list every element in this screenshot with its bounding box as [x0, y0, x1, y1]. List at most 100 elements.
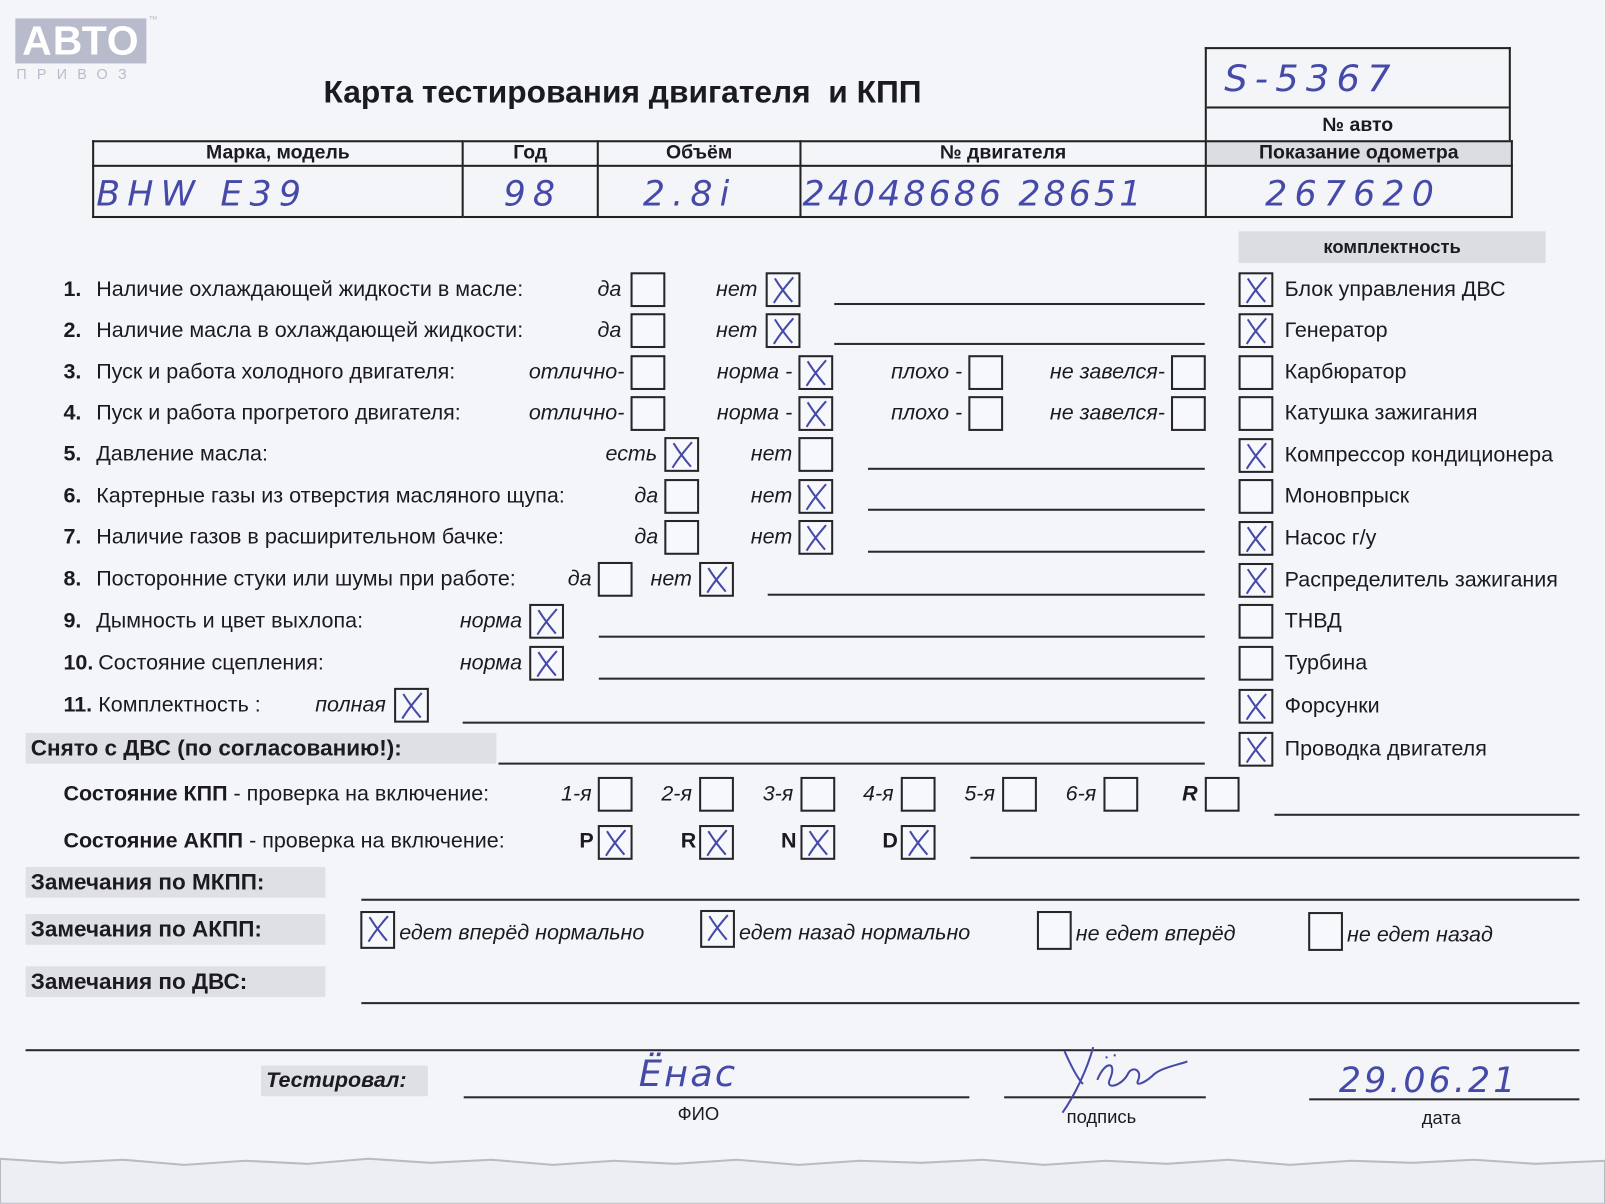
check-8-no-checkbox[interactable] — [699, 561, 734, 597]
check-10-normal-checkbox[interactable] — [529, 645, 565, 681]
check-4-not-started-checkbox[interactable] — [1170, 396, 1206, 431]
manual-gearbox-line[interactable] — [1274, 813, 1580, 816]
check-5-yes-checkbox[interactable] — [664, 437, 700, 472]
notes-line[interactable] — [598, 677, 1205, 680]
akpp-no-reverse-checkbox[interactable] — [1308, 912, 1343, 951]
volume-value: 2.8i — [642, 174, 737, 215]
check-3-excellent-checkbox[interactable] — [630, 355, 666, 390]
name-caption: ФИО — [677, 1103, 720, 1124]
kit-injection-pump-checkbox[interactable] — [1238, 603, 1274, 639]
auto-gearbox-line[interactable] — [970, 856, 1580, 859]
kit-item-label: ТНВД — [1284, 609, 1342, 633]
notes-line[interactable] — [868, 467, 1205, 470]
position-r-checkbox[interactable] — [699, 825, 734, 860]
check-5-label: Давление масла: — [96, 442, 268, 466]
check-4-normal-checkbox[interactable] — [798, 396, 834, 431]
option-label: да — [597, 318, 622, 342]
logo-text: АВТО — [22, 18, 140, 64]
gear-reverse-checkbox[interactable] — [1204, 776, 1240, 812]
gear-label: 4-я — [863, 782, 894, 806]
gear-label: R — [1182, 782, 1198, 806]
gear-5-checkbox[interactable] — [1002, 776, 1037, 812]
removed-label: Снято с ДВС (по согласованию!): — [25, 732, 497, 764]
kit-ecu-checkbox[interactable] — [1238, 272, 1274, 308]
gear-6-checkbox[interactable] — [1103, 776, 1139, 812]
notes-line[interactable] — [834, 342, 1205, 345]
kit-ignition-coil-checkbox[interactable] — [1238, 396, 1274, 431]
position-label: P — [579, 829, 594, 853]
date-line[interactable] — [1309, 1098, 1580, 1101]
signature-image — [1061, 1046, 1188, 1114]
kit-item-label: Генератор — [1284, 318, 1388, 342]
vehicle-table: Марка, модель Год Объём № двигателя Пока… — [92, 140, 1513, 219]
check-4-bad-checkbox[interactable] — [968, 396, 1004, 431]
check-8-yes-checkbox[interactable] — [597, 561, 633, 597]
check-3-bad-checkbox[interactable] — [968, 355, 1004, 390]
check-11-full-checkbox[interactable] — [394, 687, 429, 723]
check-7-no-checkbox[interactable] — [798, 519, 834, 555]
removed-line[interactable] — [498, 762, 1205, 765]
check-3-not-started-checkbox[interactable] — [1170, 355, 1206, 390]
notes-line[interactable] — [868, 508, 1205, 511]
option-label: не завелся- — [1049, 401, 1165, 425]
notes-line[interactable] — [868, 550, 1205, 553]
x-mark-icon — [1245, 736, 1267, 764]
kit-power-steering-pump-checkbox[interactable] — [1238, 521, 1274, 556]
option-label: норма - — [716, 360, 793, 384]
kit-wiring-checkbox[interactable] — [1238, 731, 1274, 767]
akpp-option-label: не едет вперёд — [1075, 922, 1236, 946]
akpp-no-forward-checkbox[interactable] — [1036, 911, 1072, 950]
position-d-checkbox[interactable] — [900, 825, 936, 860]
header-odometer: Показание одометра — [1204, 140, 1513, 167]
kit-item-label: Распределитель зажигания — [1284, 568, 1558, 592]
kit-mono-injection-checkbox[interactable] — [1238, 479, 1274, 514]
kit-item-label: Турбина — [1284, 651, 1368, 675]
gear-2-checkbox[interactable] — [699, 776, 734, 812]
check-1-yes-checkbox[interactable] — [630, 272, 666, 308]
notes-line[interactable] — [767, 593, 1205, 596]
kit-ac-compressor-checkbox[interactable] — [1238, 438, 1274, 473]
check-3-normal-checkbox[interactable] — [798, 355, 834, 390]
make-model-value: BHW E39 — [96, 174, 309, 215]
kit-carburetor-checkbox[interactable] — [1238, 355, 1274, 390]
gear-4-checkbox[interactable] — [900, 776, 936, 812]
option-label: норма — [459, 651, 523, 675]
check-5-no-checkbox[interactable] — [798, 437, 834, 472]
option-label: нет — [716, 277, 758, 301]
name-line[interactable] — [463, 1096, 970, 1099]
gear-3-checkbox[interactable] — [800, 776, 836, 812]
check-2-no-checkbox[interactable] — [765, 313, 801, 349]
kit-distributor-checkbox[interactable] — [1238, 562, 1274, 598]
check-2-yes-checkbox[interactable] — [630, 313, 666, 349]
notes-line[interactable] — [462, 721, 1205, 724]
position-n-checkbox[interactable] — [800, 825, 836, 860]
check-1-label: Наличие охлаждающей жидкости в масле: — [96, 277, 524, 301]
remarks-dvs-line[interactable] — [361, 1002, 1580, 1005]
notes-line[interactable] — [834, 302, 1205, 306]
notes-line[interactable] — [598, 635, 1205, 638]
check-1-no-checkbox[interactable] — [765, 272, 801, 308]
remarks-mkpp-label: Замечания по МКПП: — [25, 866, 326, 898]
position-p-checkbox[interactable] — [597, 825, 633, 860]
check-7-yes-checkbox[interactable] — [664, 519, 700, 555]
option-label: отлично- — [528, 401, 625, 425]
option-label: нет — [750, 525, 793, 549]
check-6-yes-checkbox[interactable] — [664, 479, 700, 514]
check-11-number: 11. — [63, 692, 93, 717]
gear-1-checkbox[interactable] — [597, 776, 633, 812]
x-mark-icon — [536, 608, 558, 636]
car-number-label: № авто — [1206, 106, 1509, 142]
option-label: плохо - — [891, 401, 963, 425]
kit-injectors-checkbox[interactable] — [1238, 688, 1274, 724]
akpp-reverse-ok-checkbox[interactable] — [700, 909, 735, 948]
kit-turbo-checkbox[interactable] — [1238, 645, 1274, 681]
kit-generator-checkbox[interactable] — [1238, 313, 1274, 349]
signature-line[interactable] — [1004, 1096, 1206, 1099]
page-title: Карта тестирования двигателя и КПП — [323, 73, 922, 110]
check-6-no-checkbox[interactable] — [798, 479, 834, 514]
remarks-mkpp-line[interactable] — [361, 898, 1580, 901]
check-4-excellent-checkbox[interactable] — [630, 396, 666, 431]
akpp-forward-ok-checkbox[interactable] — [360, 911, 396, 949]
check-9-normal-checkbox[interactable] — [529, 603, 565, 639]
avtoprivoz-logo: АВТО — [15, 18, 147, 64]
